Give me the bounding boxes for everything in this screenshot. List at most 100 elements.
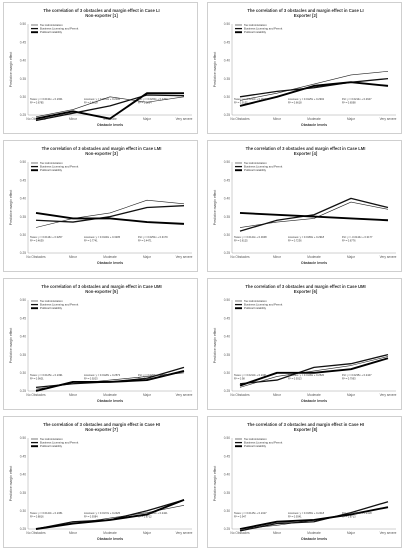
y-axis-label: Predictive margin effect (213, 52, 217, 87)
trendline-r2: R² = 0.6776 (342, 238, 356, 242)
trendline-r2: R² = 0.8876 (138, 376, 152, 380)
legend-item: Tax Administration (40, 299, 63, 303)
chart-title: The correlation of 3 obstacles and margi… (43, 422, 160, 427)
x-tick-label: Major (347, 531, 356, 535)
y-axis-label: Predictive margin effect (9, 328, 13, 363)
y-tick-label: 0.40 (20, 473, 26, 477)
trendline-r2: R² = 0.9135 (234, 100, 248, 104)
trendline-r2: R² = 0.8712 (138, 514, 152, 518)
x-tick-label: Very severe (176, 255, 193, 259)
trendline-r2: R² = 0.4639 (30, 238, 44, 242)
legend-item: Tax Administration (40, 161, 63, 165)
y-tick-label: 0.35 (224, 77, 230, 81)
x-axis-label: Obstacle levels (301, 399, 327, 403)
y-axis-label: Predictive margin effect (9, 466, 13, 501)
legend-item: Political Instability (40, 168, 63, 172)
y-tick-label: 0.45 (20, 454, 26, 458)
y-tick-label: 0.45 (20, 316, 26, 320)
chart-panel: The correlation of 3 obstacles and margi… (3, 2, 198, 134)
y-tick-label: 0.50 (20, 436, 26, 440)
trendline-r2: R² = 0.7236 (288, 238, 302, 242)
y-tick-label: 0.25 (20, 251, 26, 255)
trendline-r2: R² = 0.947 (234, 514, 247, 518)
trendline-r2: R² = 0.6785 (30, 100, 44, 104)
chart-subtitle: Non-exporter [5] (85, 289, 118, 294)
trendline-r2: R² = 0.4471 (138, 238, 152, 242)
chart-title: The correlation of 3 obstacles and margi… (41, 284, 161, 289)
legend-item: Tax Administration (244, 161, 267, 165)
x-tick-label: Minor (273, 255, 282, 259)
trendline-r2: R² = 0.9203 (84, 376, 98, 380)
series-line (239, 506, 389, 530)
x-tick-label: No Obstacles (230, 117, 250, 121)
chart-panel: The correlation of 3 obstacles and margi… (207, 140, 402, 272)
chart-svg: The correlation of 3 obstacles and margi… (9, 8, 193, 127)
chart-subtitle: Non-exporter [1] (85, 13, 118, 18)
y-tick-label: 0.25 (224, 389, 230, 393)
chart-subtitle: Non-exporter [7] (85, 427, 118, 432)
series-line (239, 212, 389, 222)
trendline-equation: Pol: y = 0.0251x + 0.3179 (138, 235, 168, 239)
x-tick-label: Major (347, 393, 356, 397)
trendline-equation: Pol: y = 0.0220x + 0.2421 (138, 511, 168, 515)
y-tick-label: 0.40 (20, 335, 26, 339)
y-tick-label: 0.40 (20, 59, 26, 63)
y-tick-label: 0.45 (224, 178, 230, 182)
trendline-equation: Taxes: y = 0.0143x + 0.2451 (30, 511, 63, 515)
chart-panel: The correlation of 3 obstacles and margi… (3, 140, 198, 272)
series-line (239, 197, 389, 232)
y-tick-label: 0.25 (224, 527, 230, 531)
chart-subtitle: Exporter [6] (294, 289, 318, 294)
legend-item: Business Licensing and Permit (244, 303, 282, 307)
y-tick-label: 0.25 (20, 527, 26, 531)
chart-svg: The correlation of 3 obstacles and margi… (9, 146, 193, 265)
y-tick-label: 0.30 (20, 233, 26, 237)
trendline-r2: R² = 0.98 (234, 376, 245, 380)
x-tick-label: Minor (273, 117, 282, 121)
series-line (239, 506, 389, 530)
trendline-r2: R² = 0.6125 (234, 238, 248, 242)
y-tick-label: 0.40 (224, 197, 230, 201)
chart-svg: The correlation of 3 obstacles and margi… (213, 8, 397, 127)
y-tick-label: 0.50 (20, 298, 26, 302)
trendline-equation: Licenses: y = 0.0128x + 0.2573 (84, 373, 121, 377)
trendline-equation: Taxes: y = 0.0116x + 0.3257 (30, 235, 63, 239)
legend-item: Business Licensing and Permit (40, 165, 78, 169)
chart-subtitle: Exporter [2] (294, 13, 318, 18)
legend-item: Political Instability (244, 30, 267, 34)
x-tick-label: Major (143, 255, 152, 259)
chart-svg: The correlation of 3 obstacles and margi… (213, 284, 397, 403)
y-tick-label: 0.45 (224, 454, 230, 458)
trendline-equation: Pol: y = 0.0214x + 0.2647 (342, 97, 372, 101)
trendline-equation: Licenses: y = 0.0146x + 0.3205 (84, 235, 121, 239)
trendline-equation: Licenses: y = 0.0125x + 0.2902 (288, 97, 325, 101)
trendline-r2: R² = 0.9313 (288, 376, 302, 380)
series-line (35, 94, 185, 122)
y-tick-label: 0.50 (224, 436, 230, 440)
series-line (35, 92, 184, 120)
legend-item: Business Licensing and Permit (40, 303, 78, 307)
x-tick-label: No Obstacles (26, 255, 46, 259)
series-line (239, 353, 389, 385)
trendline-r2: R² = 0.7993 (342, 376, 356, 380)
chart-title: The correlation of 3 obstacles and margi… (43, 8, 159, 13)
x-tick-label: Moderate (307, 531, 321, 535)
y-tick-label: 0.35 (20, 215, 26, 219)
legend-item: Business Licensing and Permit (244, 27, 282, 31)
y-tick-label: 0.30 (224, 233, 230, 237)
legend-item: Political Instability (40, 444, 63, 448)
y-tick-label: 0.30 (20, 509, 26, 513)
y-tick-label: 0.30 (20, 371, 26, 375)
chart-title: The correlation of 3 obstacles and margi… (247, 8, 363, 13)
chart-title: The correlation of 3 obstacles and margi… (247, 422, 364, 427)
trendline-equation: Taxes: y = 0.0233x + 0.2815 (234, 97, 267, 101)
x-tick-label: Minor (69, 531, 78, 535)
trendline-equation: Licenses: y = 0.0254x + 0.2006 (84, 97, 121, 101)
series-line (35, 96, 185, 118)
y-tick-label: 0.50 (20, 160, 26, 164)
x-tick-label: Major (143, 531, 152, 535)
chart-svg: The correlation of 3 obstacles and margi… (9, 422, 193, 541)
legend-item: Business Licensing and Permit (244, 441, 282, 445)
x-tick-label: Minor (273, 393, 282, 397)
trendline-equation: Licenses: y = 0.0199x + 0.2520 (288, 373, 325, 377)
